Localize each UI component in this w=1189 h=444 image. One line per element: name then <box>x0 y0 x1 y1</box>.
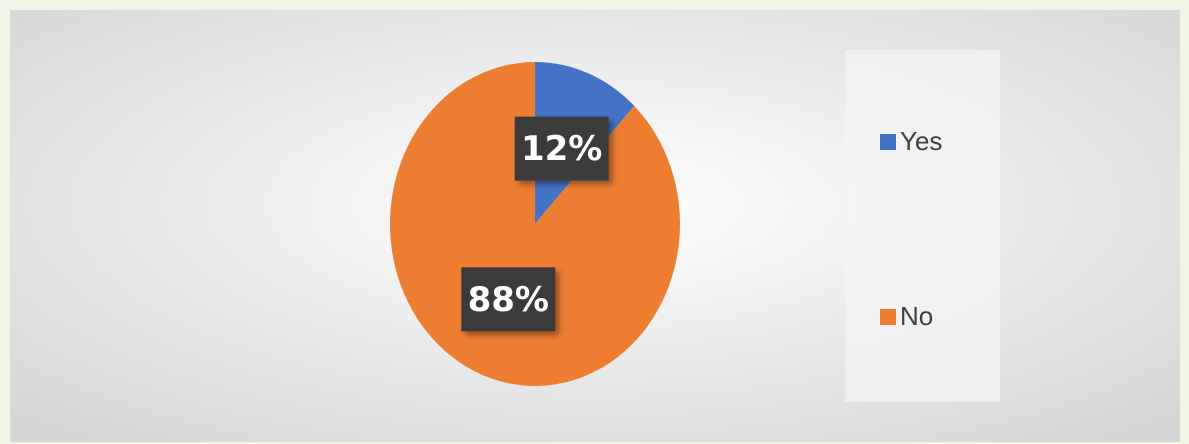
legend-label: Yes <box>900 126 942 156</box>
data-label-text: 12% <box>521 129 602 169</box>
legend-swatch <box>880 309 896 325</box>
legend-box <box>845 50 1000 402</box>
data-label: 88% <box>461 267 556 332</box>
data-label: 12% <box>514 116 609 181</box>
pie-slice <box>389 62 680 386</box>
legend-label: No <box>900 301 933 331</box>
data-label-box <box>514 116 609 181</box>
data-label-box <box>461 267 556 332</box>
legend-swatch <box>880 134 896 150</box>
data-label-text: 88% <box>468 280 549 320</box>
